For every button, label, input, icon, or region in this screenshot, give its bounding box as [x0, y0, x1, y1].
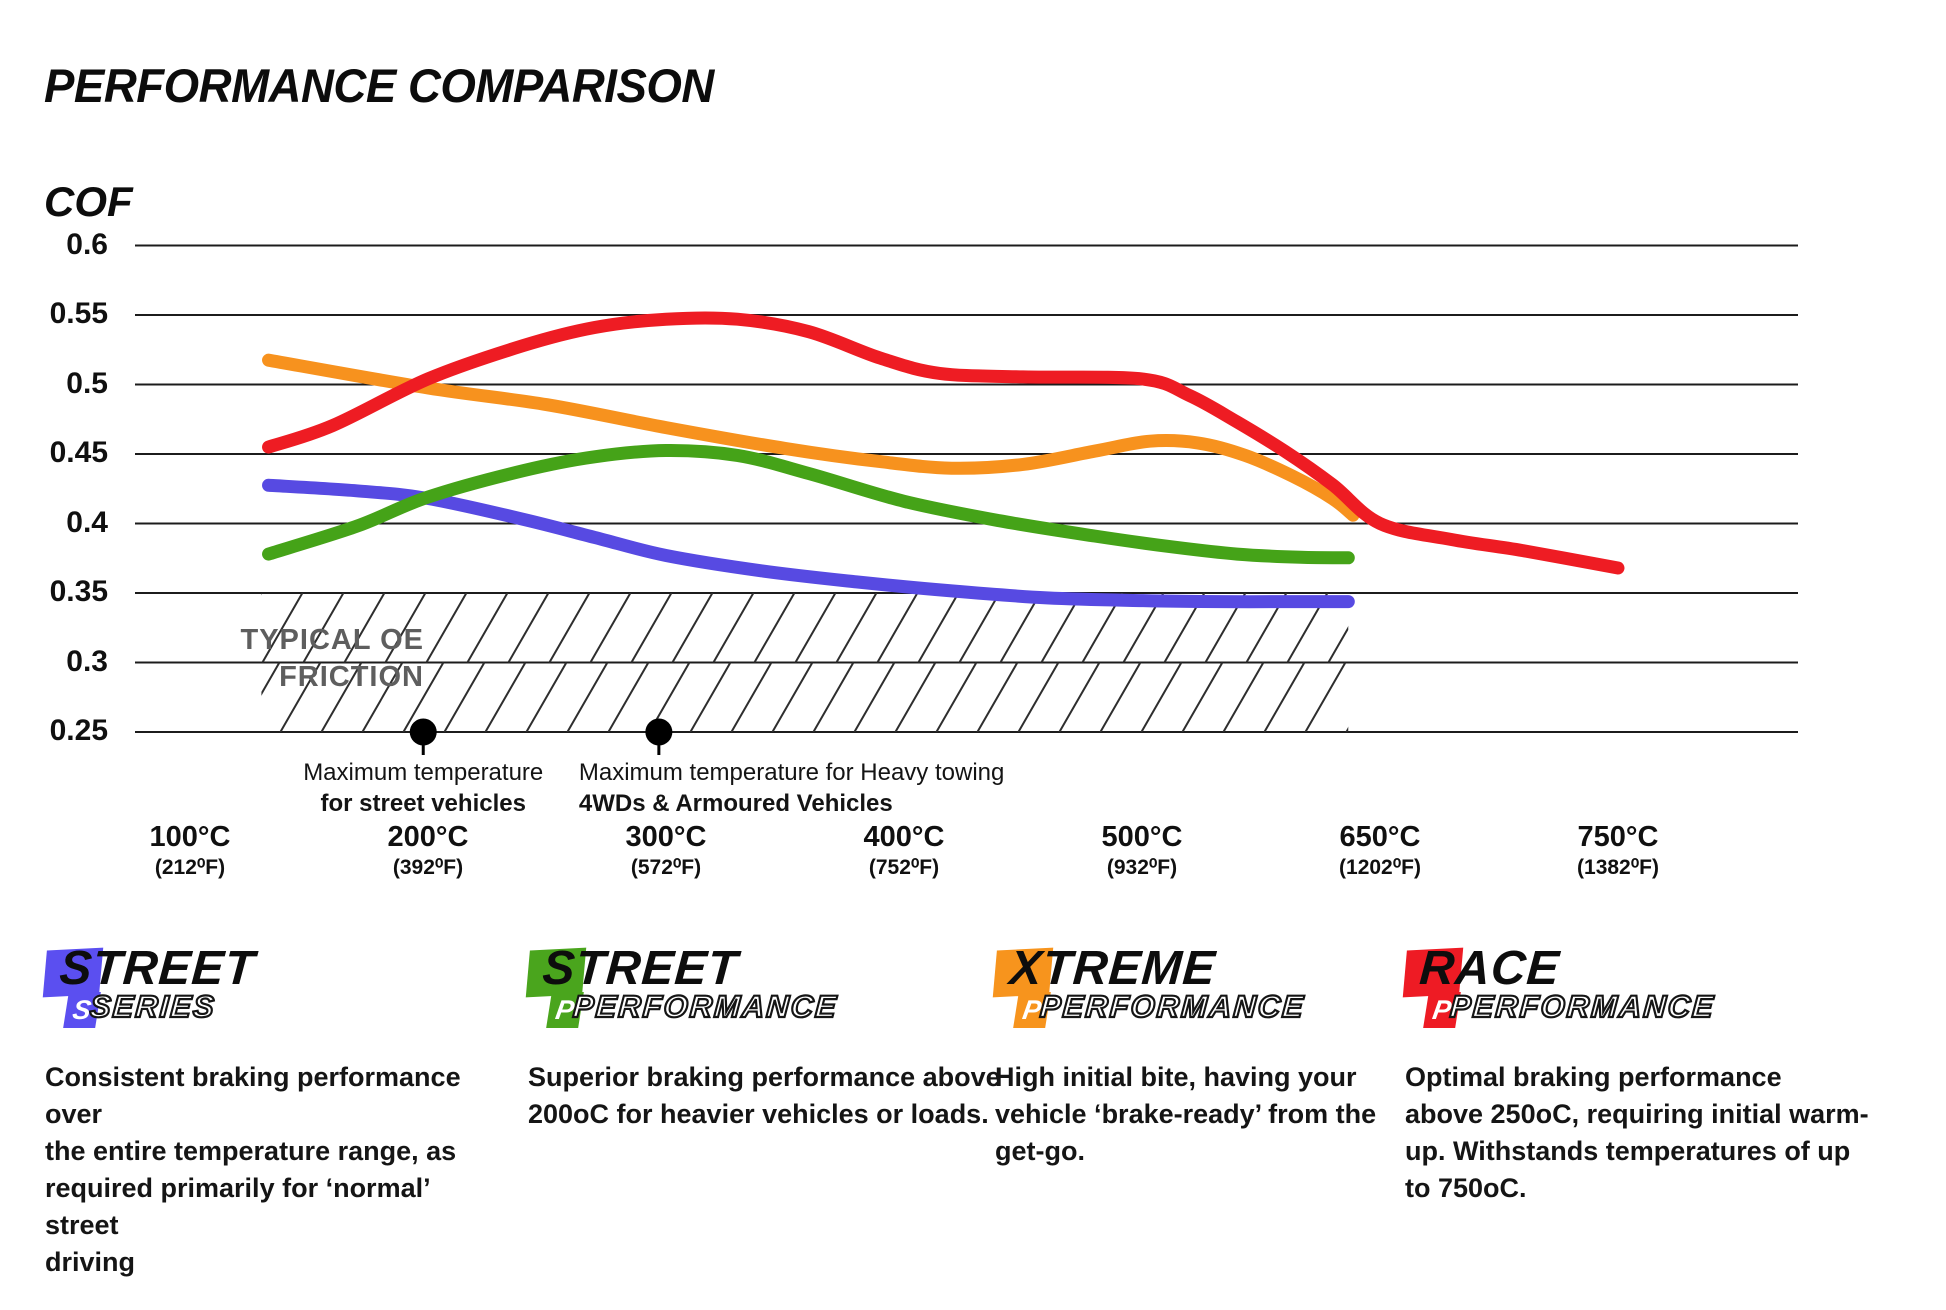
- series-description: Superior braking performance above 200oC…: [528, 1062, 1001, 1129]
- series-curve-xtreme-performance: [262, 353, 1360, 522]
- x-axis-tick-label: 650°C (1202⁰F): [1339, 821, 1421, 880]
- chart-canvas: [135, 244, 1798, 755]
- series-description: High initial bite, having your vehicle ‘…: [995, 1062, 1377, 1166]
- y-axis-tick-label: 0.25: [49, 714, 108, 747]
- logo-word1: XTREME: [1007, 942, 1218, 995]
- x-axis-tick-label: 300°C (572⁰F): [625, 821, 707, 880]
- series-description: Optimal braking performance above 250oC,…: [1405, 1062, 1869, 1203]
- logo-word1: STREET: [57, 942, 257, 995]
- annotation-street-vehicles: Maximum temperature for street vehicles: [303, 759, 544, 817]
- y-axis-tick-label: 0.35: [49, 575, 108, 608]
- legend-race-performance: P RACE PERFORMANCE Optimal braking perfo…: [1402, 942, 1875, 1207]
- x-axis-tick-label: 500°C (932⁰F): [1101, 821, 1183, 880]
- series-description: Consistent braking performance over the …: [45, 1062, 461, 1277]
- logo-word2: PERFORMANCE: [1038, 988, 1307, 1025]
- x-axis-tick-label: 400°C (752⁰F): [863, 821, 945, 880]
- legend-xtreme-performance: P XTREME PERFORMANCE High initial bite, …: [992, 942, 1405, 1170]
- x-axis-tick-label: 100°C (212⁰F): [149, 821, 231, 880]
- legend-street-performance: P STREET PERFORMANCE Superior braking pe…: [525, 942, 1003, 1133]
- oe-friction-label: TYPICAL OE FRICTION: [240, 624, 424, 693]
- race-performance-logo: P RACE PERFORMANCE: [1402, 942, 1875, 1045]
- logo-word2: PERFORMANCE: [1448, 988, 1717, 1025]
- xtreme-performance-logo: P XTREME PERFORMANCE: [992, 942, 1405, 1045]
- series-curve-race-performance: [262, 311, 1625, 575]
- logo-word2: SERIES: [88, 988, 218, 1025]
- legend-street-series: S STREET SERIES Consistent braking perfo…: [42, 942, 505, 1281]
- logo-word1: RACE: [1417, 942, 1562, 995]
- x-axis-tick-label: 200°C (392⁰F): [387, 821, 469, 880]
- logo-word2: PERFORMANCE: [571, 988, 840, 1025]
- y-axis-tick-label: 0.55: [49, 297, 108, 330]
- y-axis-tick-label: 0.6: [66, 227, 108, 261]
- annotation-heavy-towing: Maximum temperature for Heavy towing 4WDs…: [578, 759, 1005, 817]
- y-axis-tick-label: 0.5: [66, 366, 108, 400]
- y-axis-tick-label: 0.4: [66, 505, 108, 539]
- y-axis-tick-label: 0.45: [49, 436, 108, 469]
- logo-word1: STREET: [540, 942, 740, 995]
- annotation-dot: [645, 718, 673, 746]
- y-axis-tick-label: 0.3: [66, 644, 108, 678]
- series-curve-street-performance: [262, 443, 1355, 565]
- y-axis-title: COF: [44, 178, 133, 225]
- page-title: PERFORMANCE COMPARISON: [44, 59, 714, 112]
- street-series-logo: S STREET SERIES: [42, 942, 505, 1045]
- x-axis-tick-label: 750°C (1382⁰F): [1577, 821, 1659, 880]
- street-performance-logo: P STREET PERFORMANCE: [525, 942, 1003, 1045]
- annotation-dot: [409, 718, 437, 746]
